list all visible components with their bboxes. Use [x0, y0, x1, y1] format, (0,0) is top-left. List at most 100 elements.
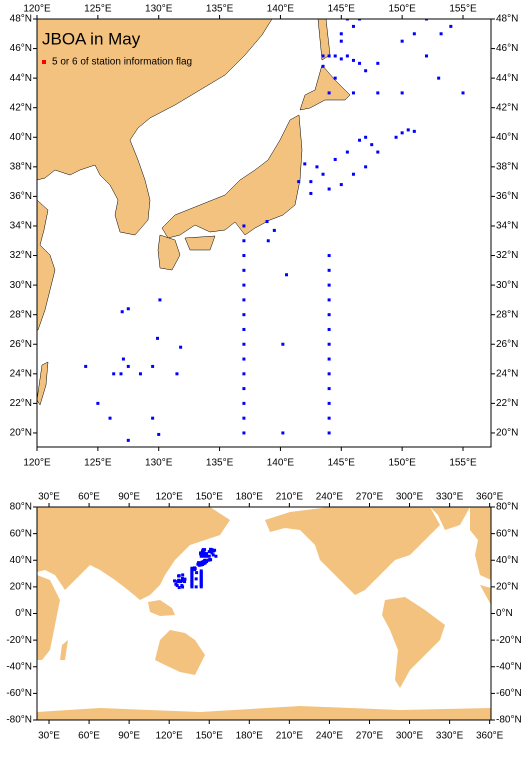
station — [327, 416, 331, 420]
station — [327, 313, 331, 317]
kyushu — [157, 234, 181, 271]
station — [183, 580, 187, 584]
lat-tick-label: 44°N — [496, 73, 518, 84]
station — [376, 150, 380, 154]
lat-tick-label: 38°N — [10, 161, 32, 172]
lat-tick-label: 30°N — [496, 280, 518, 291]
madagascar — [60, 640, 68, 660]
station — [327, 372, 331, 376]
station — [180, 576, 184, 580]
lon-tick-label: 135°E — [206, 458, 234, 469]
station — [120, 310, 124, 314]
lat-tick-label: 24°N — [496, 368, 518, 379]
lat-tick-label: 30°N — [10, 280, 32, 291]
station — [364, 165, 368, 169]
station — [155, 336, 159, 340]
station — [158, 298, 162, 302]
lat-tick-label: 38°N — [496, 161, 518, 172]
station — [327, 283, 331, 287]
station — [199, 585, 203, 589]
station — [327, 54, 331, 58]
station — [321, 64, 325, 68]
station — [181, 585, 185, 589]
station — [210, 551, 214, 555]
station — [345, 54, 349, 58]
station — [266, 239, 270, 243]
lon-tick-label: 210°E — [276, 492, 304, 503]
lat-tick-label: 0°N — [496, 608, 513, 619]
lon-tick-label: 155°E — [449, 458, 477, 469]
europe-wrap — [470, 507, 491, 580]
station — [351, 172, 355, 176]
station — [205, 554, 209, 558]
stations — [84, 19, 465, 442]
station — [281, 431, 285, 435]
station — [242, 313, 246, 317]
station — [400, 91, 404, 95]
station — [376, 91, 380, 95]
lat-tick-label: 36°N — [10, 191, 32, 202]
station — [179, 345, 183, 349]
lat-tick-label: 22°N — [496, 398, 518, 409]
station — [345, 19, 349, 21]
station — [209, 558, 213, 562]
taiwan — [37, 361, 49, 406]
station — [126, 438, 130, 442]
station — [195, 571, 199, 575]
hokkaido — [299, 64, 351, 111]
legend-label: 5 or 6 of station information flag — [52, 57, 192, 68]
station — [333, 76, 337, 80]
lat-tick-label: 40°N — [10, 555, 32, 566]
lon-tick-label: 130°E — [145, 4, 173, 15]
lat-tick-label: 60°N — [496, 528, 518, 539]
station — [181, 573, 185, 577]
station — [351, 58, 355, 62]
station — [242, 283, 246, 287]
lon-tick-label: 150°E — [196, 492, 224, 503]
lon-tick-label: 360°E — [476, 731, 504, 742]
lon-tick-label: 330°E — [436, 731, 464, 742]
station — [327, 254, 331, 258]
lat-tick-label: 40°N — [10, 132, 32, 143]
asia-mainland — [37, 19, 273, 236]
lon-tick-label: 150°E — [196, 731, 224, 742]
lon-tick-label: 130°E — [145, 458, 173, 469]
map-title: JBOA in May — [42, 29, 141, 48]
station — [175, 372, 179, 376]
lat-tick-label: 26°N — [496, 339, 518, 350]
station — [376, 61, 380, 65]
lon-tick-label: 300°E — [396, 492, 424, 503]
lat-tick-label: 60°N — [10, 528, 32, 539]
station — [412, 129, 416, 133]
north-america — [265, 507, 440, 595]
lat-tick-label: 34°N — [496, 221, 518, 232]
station — [265, 220, 269, 224]
station — [285, 273, 289, 277]
station — [242, 416, 246, 420]
station — [358, 19, 362, 21]
station — [327, 387, 331, 391]
lon-tick-label: 270°E — [356, 492, 384, 503]
station — [358, 61, 362, 65]
lon-tick-label: 240°E — [316, 731, 344, 742]
lon-tick-label: 30°E — [38, 492, 60, 503]
lon-tick-label: 125°E — [84, 4, 112, 15]
lat-tick-label: 20°N — [10, 428, 32, 439]
lon-tick-label: 180°E — [236, 731, 264, 742]
station — [400, 39, 404, 43]
station — [327, 91, 331, 95]
lat-tick-label: -40°N — [496, 661, 522, 672]
station — [303, 162, 307, 166]
station — [309, 191, 313, 195]
lat-tick-label: 32°N — [496, 250, 518, 261]
lat-tick-label: 46°N — [10, 43, 32, 54]
lon-tick-label: 120°E — [23, 458, 51, 469]
africa-wrap — [480, 585, 491, 605]
station — [327, 268, 331, 272]
lon-tick-label: 125°E — [84, 458, 112, 469]
station — [394, 135, 398, 139]
station — [201, 550, 205, 554]
lon-tick-label: 140°E — [267, 4, 295, 15]
lon-tick-label: 240°E — [316, 492, 344, 503]
lat-tick-label: 20°N — [496, 428, 518, 439]
